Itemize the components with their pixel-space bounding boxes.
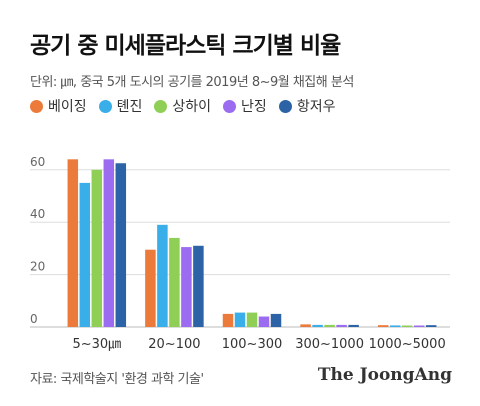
legend-swatch-nanjing [223, 99, 237, 113]
bar-3-3 [246, 312, 258, 327]
bar-3-5 [401, 325, 413, 327]
x-category-label: 1000~5000 [369, 337, 446, 352]
bar-1-5 [377, 325, 389, 327]
bar-5-4 [348, 324, 359, 327]
legend-item-beijing: 베이징 [30, 96, 87, 116]
bar-5-2 [193, 245, 204, 327]
legend-swatch-shanghai [154, 99, 168, 113]
legend-label-beijing: 베이징 [48, 99, 87, 115]
legend-swatch-beijing [30, 99, 43, 113]
x-category-label: 5~30㎛ [72, 337, 121, 352]
bar-4-5 [413, 325, 425, 327]
x-category-label: 300~1000 [295, 337, 364, 352]
legend: 베이징 톈진 상하이 난징 항저우 [30, 96, 335, 116]
x-category-label: 100~300 [222, 337, 283, 352]
bar-2-3 [234, 312, 246, 327]
bar-1-2 [145, 249, 156, 327]
legend-item-tianjin: 톈진 [98, 96, 143, 116]
bar-4-2 [181, 247, 192, 327]
bar-3-1 [91, 169, 103, 327]
x-category-label: 20~100 [148, 337, 200, 352]
y-tick-label: 20 [30, 260, 45, 274]
bar-1-1 [67, 159, 79, 327]
source-note: 자료: 국제학술지 '환경 과학 기술' [30, 372, 204, 387]
bar-4-3 [258, 316, 270, 327]
bar-3-4 [324, 324, 335, 327]
bar-2-1 [79, 182, 91, 327]
legend-label-shanghai: 상하이 [172, 99, 212, 115]
bar-5-5 [425, 325, 437, 327]
legend-item-nanjing: 난징 [223, 96, 267, 116]
chart-subtitle: 단위: ㎛, 중국 5개 도시의 공기를 2019년 8~9월 채집해 분석 [30, 75, 354, 90]
legend-swatch-hangzhou [278, 99, 292, 113]
bar-5-1 [115, 163, 127, 327]
bar-5-3 [270, 313, 282, 327]
legend-label-hangzhou: 항저우 [296, 99, 336, 115]
y-tick-label: 0 [30, 312, 38, 326]
bar-3-2 [169, 237, 180, 327]
y-tick-label: 40 [30, 207, 45, 221]
legend-item-shanghai: 상하이 [154, 96, 211, 116]
brand-logo: The JoongAng [317, 365, 452, 385]
bar-2-2 [157, 224, 168, 327]
legend-item-hangzhou: 항저우 [278, 96, 336, 116]
bar-1-4 [300, 324, 311, 327]
bar-2-4 [312, 324, 323, 327]
legend-label-nanjing: 난징 [241, 99, 267, 115]
chart-title: 공기 중 미세플라스틱 크기별 비율 [30, 33, 341, 59]
bar-4-1 [103, 159, 115, 327]
bar-4-4 [336, 324, 347, 327]
bar-1-3 [222, 313, 234, 327]
legend-swatch-tianjin [98, 99, 112, 113]
legend-label-tianjin: 톈진 [116, 99, 143, 115]
bar-2-5 [389, 325, 401, 327]
y-tick-label: 60 [30, 155, 45, 169]
